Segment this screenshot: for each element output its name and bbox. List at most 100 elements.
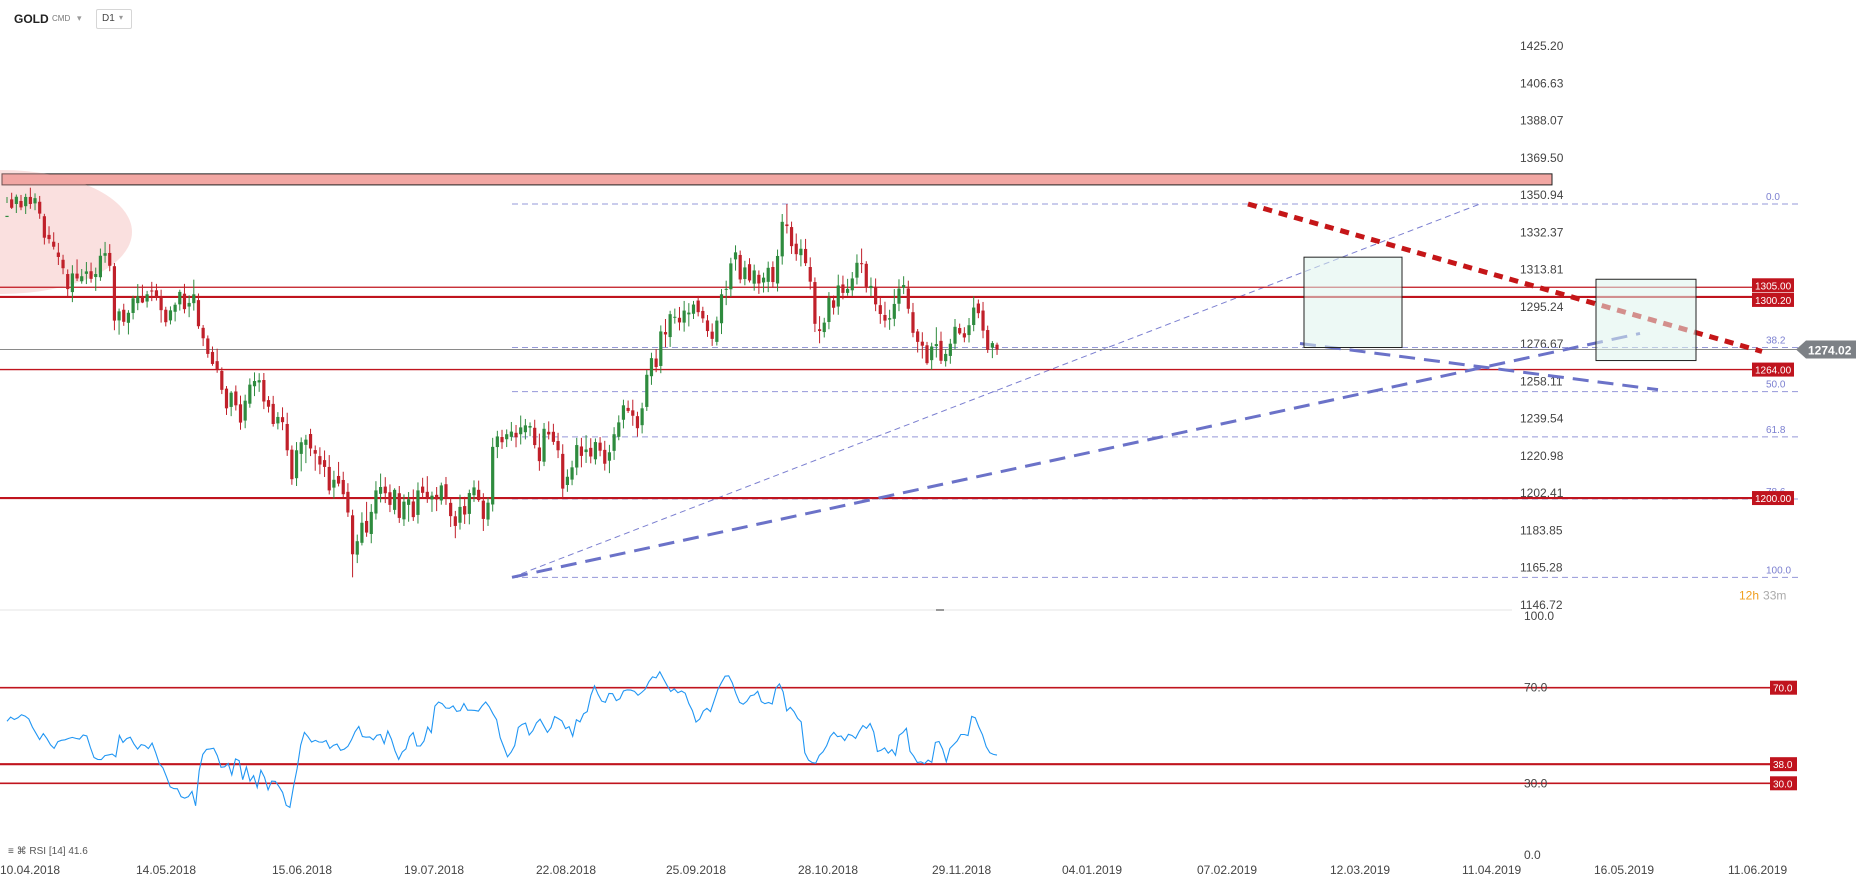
candle-body (24, 196, 28, 207)
candle-body (453, 516, 457, 526)
candle-body (145, 294, 149, 302)
candle-body (70, 273, 74, 293)
candle-body (738, 254, 742, 280)
candle-body (14, 196, 18, 204)
rsi-tick-label: 30.0 (1524, 776, 1548, 790)
candle-body (201, 327, 205, 339)
time-tick-label: 11.06.2019 (1728, 863, 1787, 877)
price-tick-label: 1295.24 (1520, 300, 1564, 314)
candle-body (986, 330, 990, 350)
candle-body (542, 428, 546, 462)
price-tick-label: 1425.20 (1520, 39, 1564, 53)
rsi-line (6, 670, 998, 809)
fib-label: 38.2 (1766, 336, 1786, 347)
candle-body (379, 487, 383, 494)
symbol-name[interactable]: GOLD (14, 12, 49, 26)
price-level-tag-bg (1752, 292, 1794, 307)
candle-body (789, 227, 794, 247)
candle-body (112, 266, 117, 321)
candle-body (888, 318, 892, 320)
candle-body (140, 296, 145, 303)
candle-body (766, 267, 770, 282)
candle-body (159, 297, 163, 311)
candle-countdown: 12h 33m (1739, 588, 1786, 602)
time-tick-label: 04.01.2019 (1062, 863, 1122, 877)
fib-label: 0.0 (1766, 192, 1780, 203)
candle-body (603, 449, 607, 464)
candle-body (551, 431, 555, 442)
candle-body (617, 422, 621, 437)
candle-body (649, 358, 654, 377)
consolidation-box (1303, 256, 1403, 349)
candle-body (477, 489, 481, 501)
projection-box (1595, 278, 1697, 362)
candle-body (229, 392, 233, 407)
symbol-dropdown-chevron-icon[interactable]: ▾ (77, 13, 82, 23)
rsi-tick-label: 0.0 (1524, 848, 1541, 862)
time-tick-label: 16.05.2019 (1594, 863, 1654, 877)
candle-body (855, 262, 859, 278)
candle-body (663, 332, 668, 335)
candle-body (61, 259, 65, 269)
candle-body (173, 304, 177, 312)
price-labels-layer: 1305.00 1300.20 1264.00 1200.00 1274.02 12h 33… (1739, 278, 1856, 791)
candle-body (995, 344, 999, 350)
current-price-tag-bg (1796, 340, 1856, 359)
indicator-settings-icon[interactable]: ≡ ⌘ (8, 846, 27, 857)
candle-body (262, 380, 266, 402)
candle-body (486, 502, 490, 520)
candle-body (439, 485, 443, 501)
candle-body (108, 252, 112, 266)
fibonacci-layer: 0.038.250.061.878.6100.0 (511, 192, 1798, 578)
candle-body (892, 303, 896, 319)
candle-body (846, 288, 850, 293)
candle-body (579, 446, 584, 456)
candle-body (491, 446, 495, 505)
candle-body (308, 434, 313, 449)
time-tick-label: 28.10.2018 (798, 863, 858, 877)
price-tick-label: 1146.72 (1520, 598, 1563, 612)
price-level-tag-bg (1752, 278, 1794, 293)
candle-body (547, 431, 551, 435)
price-level-tag-bg (1752, 362, 1794, 377)
candle-body (687, 312, 691, 315)
timeframe-select[interactable]: D1 ▾ (96, 9, 132, 29)
timeframe-label: D1 (102, 13, 115, 24)
candle-body (962, 333, 966, 338)
price-level-tag-bg (1752, 491, 1794, 506)
price-tick-label: 1313.81 (1520, 263, 1564, 277)
candle-body (383, 486, 387, 494)
candle-body (210, 351, 215, 364)
candle-body (276, 416, 280, 424)
candle-body (589, 447, 593, 457)
candle-body (416, 490, 420, 515)
time-tick-label: 07.02.2019 (1197, 863, 1257, 877)
candle-body (593, 442, 598, 460)
time-tick-label: 12.03.2019 (1330, 863, 1390, 877)
time-tick-label: 29.11.2018 (932, 863, 991, 877)
candle-body (850, 278, 854, 291)
rsi-indicator-label[interactable]: ≡ ⌘ RSI [14] 41.6 (8, 846, 88, 857)
time-tick-label: 10.04.2018 (0, 863, 60, 877)
candle-body (364, 520, 369, 533)
time-tick-label: 15.06.2018 (272, 863, 332, 877)
candle-body (84, 271, 88, 274)
candle-body (803, 248, 808, 264)
candle-body (570, 467, 574, 480)
candle-body (729, 263, 733, 290)
symbol-type: CMD (52, 14, 71, 23)
candle-body (505, 434, 509, 440)
candle-body (817, 329, 822, 332)
candle-body (252, 381, 257, 387)
price-tick-label: 1239.54 (1520, 412, 1564, 426)
candle-body (925, 345, 929, 364)
candle-body (626, 407, 630, 411)
candle-body (131, 298, 135, 313)
candle-body (561, 453, 565, 489)
candle-body (556, 441, 560, 451)
candle-body (327, 466, 331, 491)
candle-body (458, 506, 462, 523)
rsi-level-tag: 38.0 (1773, 760, 1793, 771)
candle-body (808, 267, 812, 282)
